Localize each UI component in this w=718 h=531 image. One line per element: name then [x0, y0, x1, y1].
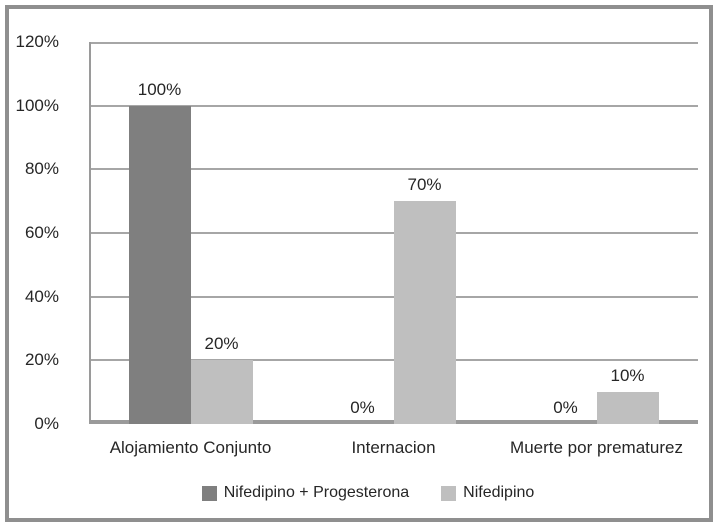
gridline — [89, 168, 698, 170]
y-tick-label: 80% — [24, 159, 59, 178]
legend-item-s1: Nifedipino — [441, 485, 534, 501]
bar-value-label: 10% — [610, 366, 645, 386]
chart-frame: 100% 20% 0% 70% 0% 10% 120% 100% 80% 60% 40% 20% 0%… — [5, 5, 713, 522]
legend-swatch — [201, 485, 217, 501]
legend-label: Nifedipino — [463, 484, 535, 501]
bar-value-label: 20% — [204, 334, 239, 354]
bar-value-label: 70% — [407, 175, 442, 195]
gridline — [89, 105, 698, 107]
bar-value-label: 100% — [137, 79, 182, 99]
y-tick-label: 0% — [34, 414, 59, 433]
x-category-label: Internacion — [351, 438, 436, 457]
legend: Nifedipino + Progesterona Nifedipino — [14, 485, 718, 501]
bar-s1-c0 — [190, 360, 253, 424]
bar-value-label: 0% — [553, 398, 578, 417]
bar-value-label: 0% — [350, 398, 375, 417]
plot-area: 100% 20% 0% 70% 0% 10% — [89, 42, 698, 424]
y-tick-label: 20% — [24, 350, 59, 369]
x-category-label: Muerte por prematurez — [510, 438, 683, 457]
bar-s1-c2 — [596, 392, 659, 424]
y-axis-line — [89, 42, 91, 424]
legend-item-s0: Nifedipino + Progesterona — [201, 484, 410, 501]
y-tick-label: 120% — [15, 32, 59, 51]
y-tick-label: 100% — [15, 96, 59, 115]
bar-s0-c0 — [128, 105, 191, 424]
legend-swatch — [441, 485, 457, 501]
legend-label: Nifedipino + Progesterona — [223, 484, 410, 501]
gridline — [89, 42, 698, 44]
y-tick-label: 40% — [24, 287, 59, 306]
bar-s1-c1 — [393, 201, 456, 424]
x-category-label: Alojamiento Conjunto — [109, 438, 272, 457]
y-tick-label: 60% — [24, 223, 59, 242]
